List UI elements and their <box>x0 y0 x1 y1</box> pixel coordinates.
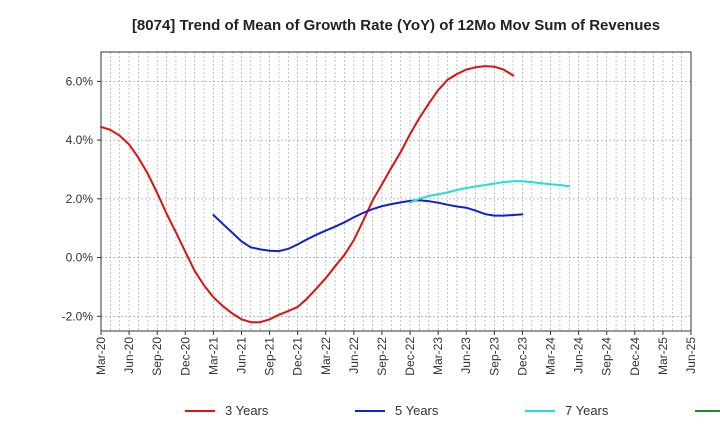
x-tick-label: Jun-23 <box>459 337 473 374</box>
x-tick-label: Dec-22 <box>403 337 417 376</box>
series-lines <box>100 65 571 324</box>
x-tick-label: Jun-21 <box>234 337 248 374</box>
grid <box>100 52 692 331</box>
y-tick-label: 0.0% <box>66 251 94 265</box>
x-tick-label: Dec-23 <box>515 337 529 376</box>
plot-border <box>100 51 692 332</box>
plot-frame <box>100 51 692 332</box>
x-tick-label: Dec-20 <box>178 337 192 376</box>
x-tick-label: Jun-20 <box>122 337 136 374</box>
x-tick-label: Mar-25 <box>656 337 670 375</box>
x-tick-label: Sep-24 <box>600 337 614 376</box>
chart-title: [8074] Trend of Mean of Growth Rate (YoY… <box>132 17 660 34</box>
x-tick-label: Mar-23 <box>431 337 445 375</box>
x-tick-label: Jun-24 <box>572 337 586 374</box>
legend-label: 3 Years <box>225 403 269 418</box>
x-tick-label: Mar-22 <box>319 337 333 375</box>
x-tick-label: Dec-21 <box>291 337 305 376</box>
y-tick-label: -2.0% <box>62 309 94 323</box>
y-axis: -2.0% 0.0% 2.0% 4.0% 6.0% <box>62 74 101 323</box>
x-tick-label: Jun-25 <box>684 337 698 374</box>
x-tick-label: Sep-23 <box>487 337 501 376</box>
series-line-3-years <box>100 65 515 324</box>
x-tick-label: Jun-22 <box>347 337 361 374</box>
series-line-7-years <box>409 180 571 204</box>
x-tick-label: Sep-20 <box>150 337 164 376</box>
legend-label: 5 Years <box>395 403 439 418</box>
x-tick-label: Mar-20 <box>94 337 108 375</box>
y-tick-label: 6.0% <box>66 74 94 88</box>
x-tick-label: Sep-21 <box>263 337 277 376</box>
x-tick-label: Sep-22 <box>375 337 389 376</box>
y-tick-label: 4.0% <box>66 133 94 147</box>
x-tick-label: Mar-24 <box>544 337 558 375</box>
y-tick-label: 2.0% <box>66 192 94 206</box>
x-axis: Mar-20 Jun-20 Sep-20 Dec-20 Mar-21 Jun-21 Sep-… <box>94 331 698 376</box>
legend-label: 7 Years <box>565 403 609 418</box>
x-tick-label: Dec-24 <box>628 337 642 376</box>
x-tick-label: Mar-21 <box>206 337 220 375</box>
series-line-5-years <box>212 199 524 253</box>
